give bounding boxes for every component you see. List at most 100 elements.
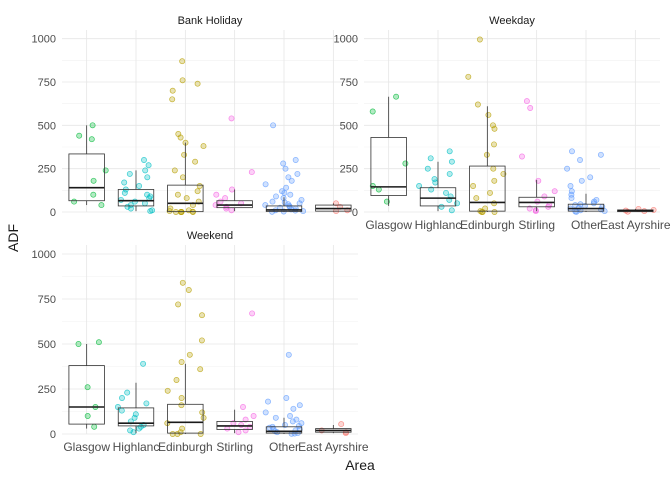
point-east-ayrshire [338,421,345,428]
point-stirling [541,193,548,200]
box-iqr [419,187,457,207]
point-glasgow [383,198,390,205]
point-stirling [523,98,530,105]
point-other [281,199,288,206]
point-highland [446,170,453,177]
x-tick-label: Glasgow [63,440,110,454]
point-edinburgh [171,167,178,174]
point-highland [119,395,125,401]
point-other [564,165,571,172]
point-east-ayrshire [333,200,339,207]
point-highland [131,414,138,421]
box-iqr [167,184,204,213]
point-other [262,409,269,416]
point-glasgow [71,198,78,205]
box-stirling [216,189,253,212]
point-east-ayrshire [342,430,349,437]
point-other [587,174,594,181]
point-edinburgh [174,431,181,437]
point-edinburgh [174,191,181,198]
y-tick-label: 500 [38,120,56,132]
point-highland [121,179,128,186]
panel-weekday: Weekday 0 250 500 750 1000 Glasgow HighlancEdin… [334,15,671,232]
point-highland [147,208,154,215]
point-edinburgh [177,134,184,141]
box-iqr [265,205,303,212]
point-highland [136,425,142,432]
box-east-ayrshire [315,203,352,212]
point-highland [438,203,445,210]
point-edinburgh [197,366,204,373]
point-other [282,165,289,172]
point-glasgow [76,132,83,139]
point-highland [121,189,128,196]
point-other [568,195,575,202]
y-tick-label: 500 [340,120,358,132]
point-edinburgh [169,96,176,103]
point-stirling [213,191,220,198]
point-stirling [240,404,246,410]
point-stirling [229,186,235,193]
y-axis-title: ADF [5,224,21,252]
box-highland [117,170,155,212]
y-tick-label: 1000 [32,34,56,46]
point-other [283,395,290,401]
x-tick-label: Stirling [216,440,253,454]
point-glasgow [90,177,97,184]
point-glasgow [102,167,109,174]
point-highland [118,407,125,414]
point-highland [136,183,143,189]
x-axis-title: Area [345,457,375,473]
point-highland [143,400,150,407]
panel-weekend: Weekend 0 250 500 750 1000 Glasgow HighlancEdin… [32,230,369,454]
y-tick-label: 0 [50,429,56,441]
point-stirling [534,198,541,205]
point-highland [431,176,438,183]
point-edinburgh [194,188,201,195]
point-other [590,200,597,207]
point-other [577,157,583,163]
point-glasgow [89,122,96,129]
x-tick-label: East Ayrshire [298,440,369,454]
point-edinburgh [473,195,480,202]
point-edinburgh [183,195,190,202]
x-tick-label: Edinburgh [158,440,213,454]
y-tick-label: 250 [38,384,56,396]
point-edinburgh [199,312,205,319]
strip-label-weekend: Weekend [187,230,233,242]
point-edinburgh [179,279,186,286]
box-other [265,417,303,434]
panels-layer: Bank Holiday 0 250 500 750 1000 Weekday 0 250 500… [32,15,671,454]
point-highland [127,205,134,212]
point-edinburgh [470,183,477,189]
box-highland [419,161,457,212]
box-iqr [117,407,155,427]
point-edinburgh [491,209,498,215]
point-other [269,198,276,205]
point-other [272,414,279,421]
strip-label-weekday: Weekday [489,15,535,27]
point-highland [448,158,455,165]
x-tick-label: Glasgow [365,218,412,232]
y-tick-label: 1000 [32,249,56,261]
x-tick-label: Other [269,440,299,454]
point-other [290,405,297,412]
point-glasgow [84,413,91,419]
point-highland [146,195,153,202]
point-highland [141,157,147,163]
box-iqr [567,203,605,212]
x-tick-label: Highlanc [415,218,462,232]
point-stirling [248,169,255,176]
y-tick-label: 250 [38,164,56,176]
point-highland [144,191,151,198]
point-stirling [526,205,533,212]
y-tick-label: 0 [352,207,358,219]
point-edinburgh [476,36,483,43]
point-highland [446,148,453,155]
point-edinburgh [199,409,206,416]
point-stirling [519,153,525,160]
point-highland [126,170,133,177]
point-stirling [228,115,235,122]
point-stirling [228,207,235,214]
